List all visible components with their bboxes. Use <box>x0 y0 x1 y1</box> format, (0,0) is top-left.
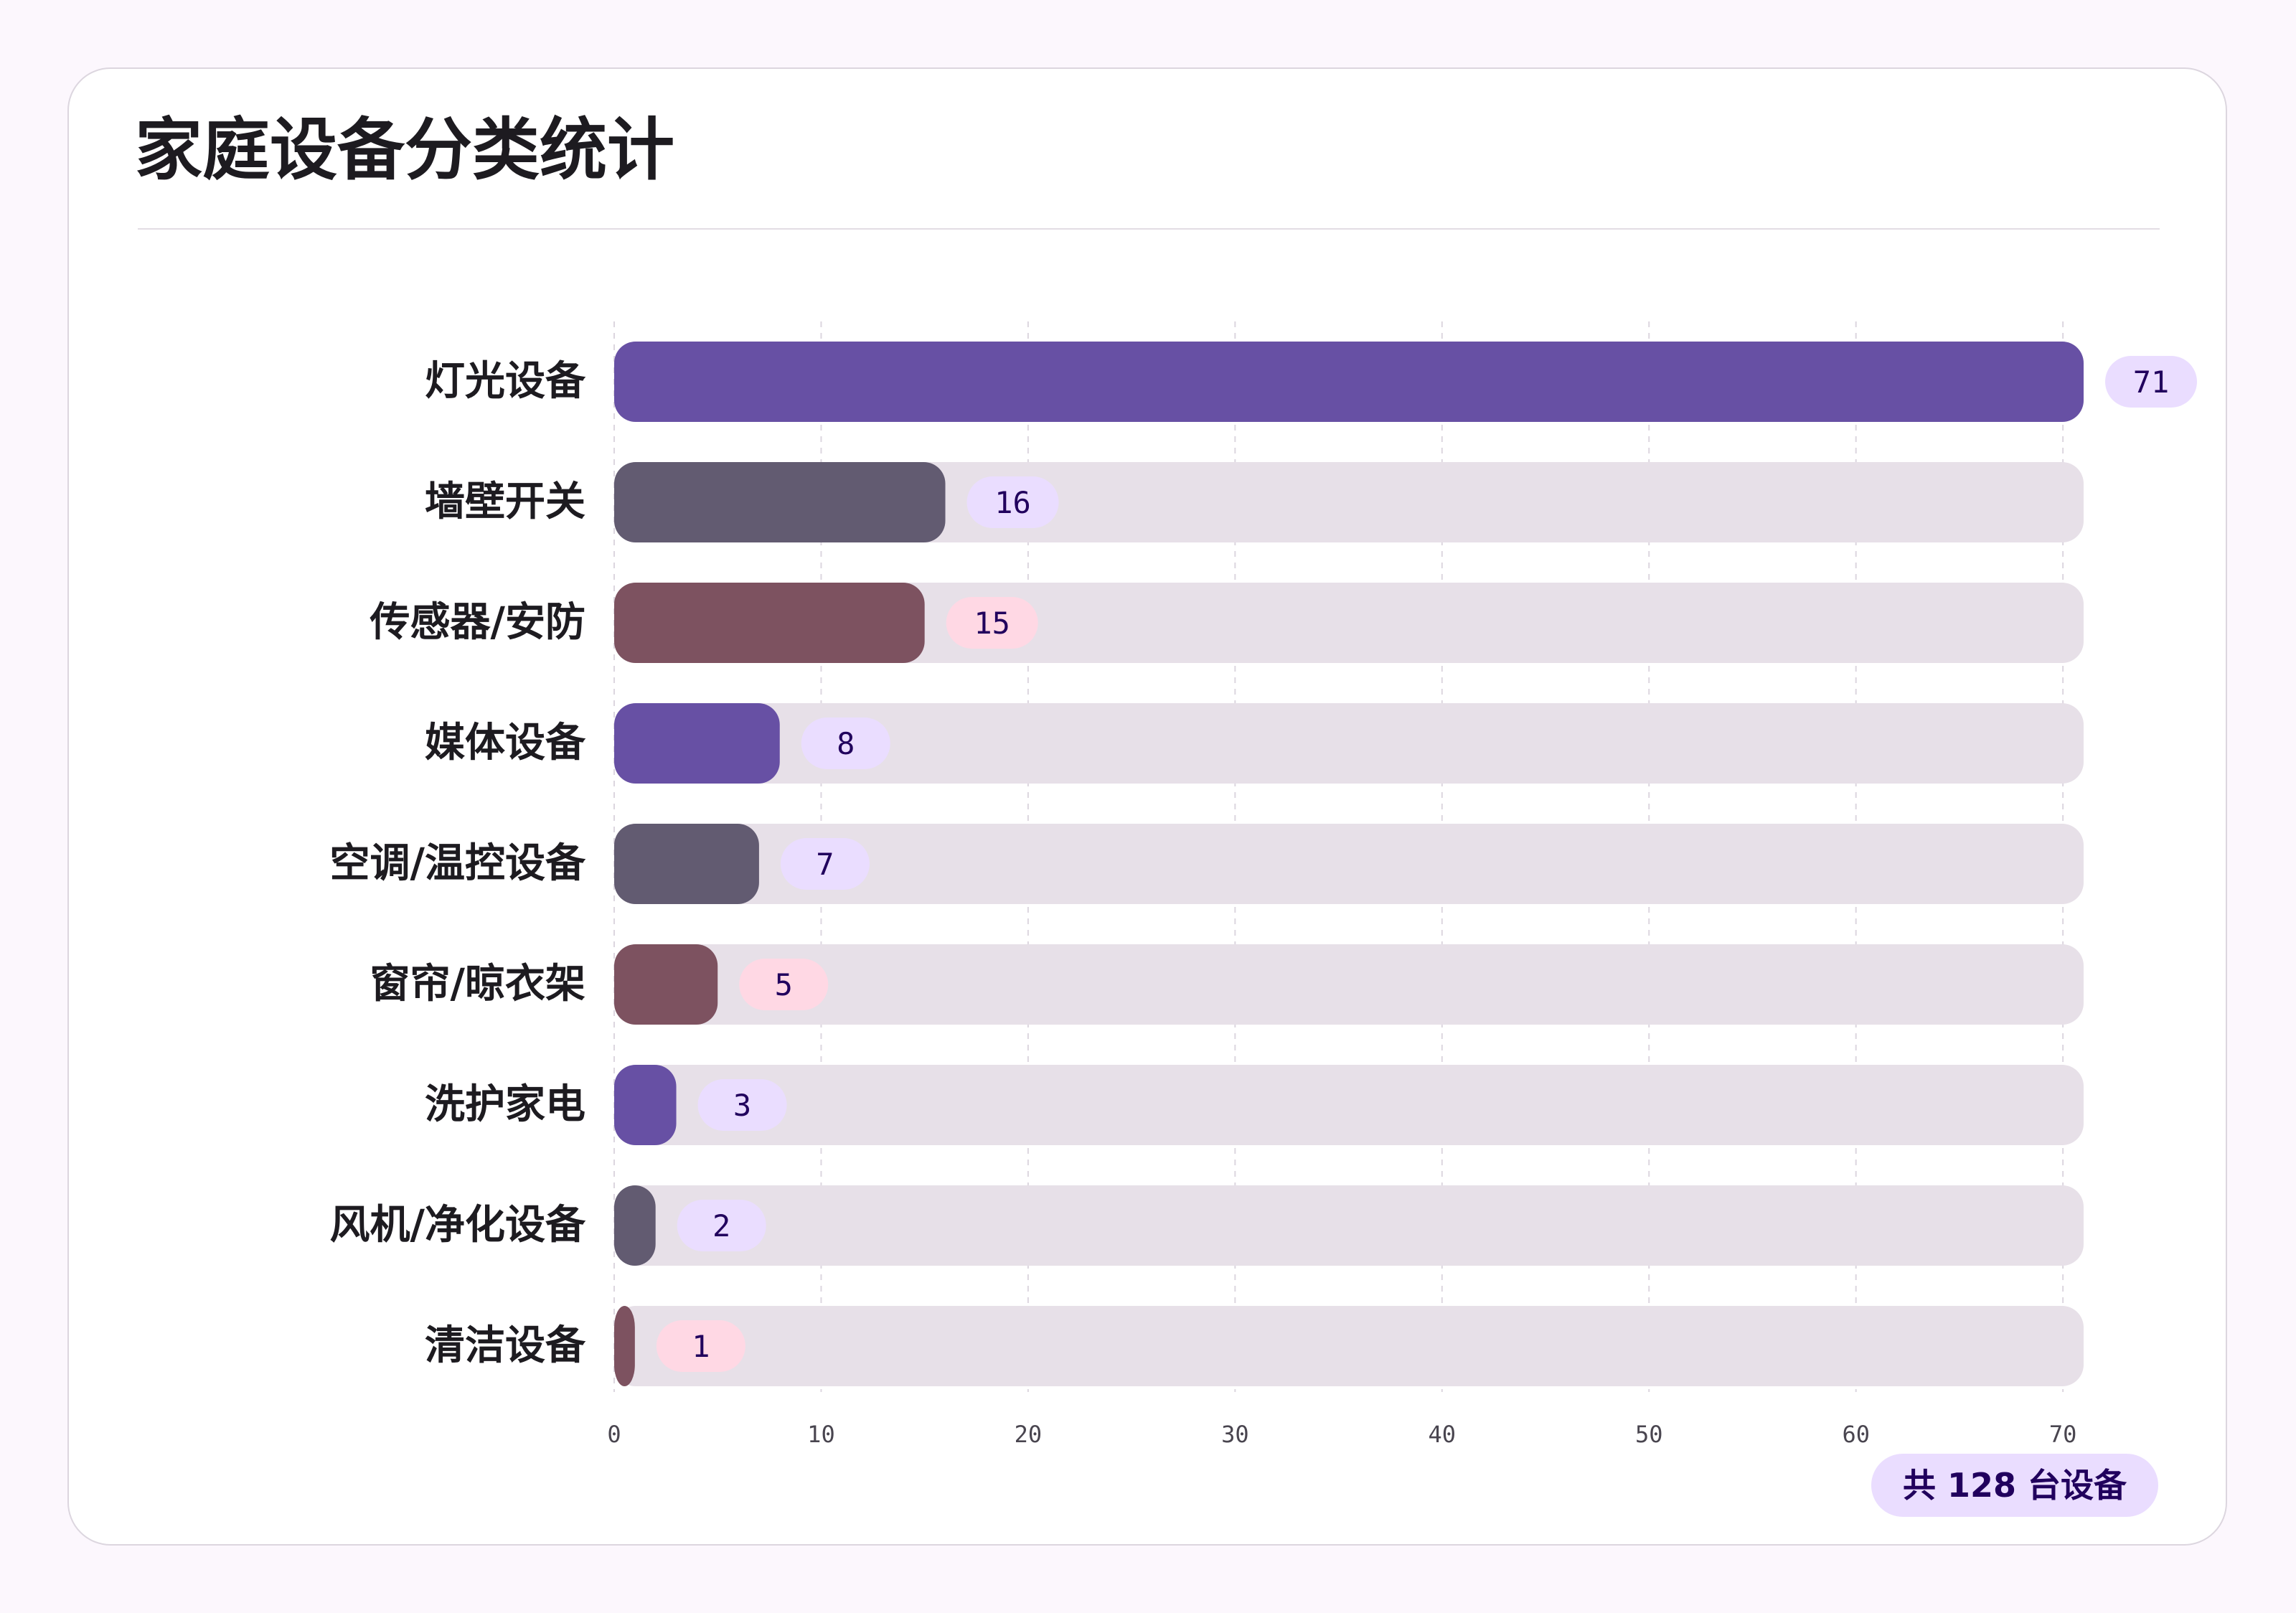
value-label: 2 <box>712 1208 730 1243</box>
category-label: 风机/净化设备 <box>330 1202 586 1248</box>
bar-track <box>614 1185 2084 1266</box>
x-tick-label: 40 <box>1429 1421 1457 1448</box>
category-label: 传感器/安防 <box>370 599 585 646</box>
value-badge <box>780 838 870 890</box>
value-label: 3 <box>733 1088 751 1123</box>
bar <box>614 944 718 1025</box>
value-badge <box>966 476 1059 528</box>
chart-title: 家庭设备分类统计 <box>135 111 675 189</box>
category-label: 灯光设备 <box>425 358 586 405</box>
x-tick-label: 60 <box>1842 1421 1870 1448</box>
bar-track <box>614 824 2084 904</box>
value-badge <box>677 1200 766 1251</box>
total-devices-badge: 共 128 台设备 <box>1871 1454 2158 1517</box>
category-label: 墙壁开关 <box>425 479 585 525</box>
x-tick-label: 50 <box>1635 1421 1663 1448</box>
value-badge <box>801 718 890 769</box>
x-tick-label: 0 <box>607 1421 621 1448</box>
value-badge <box>2105 356 2197 408</box>
bar-track <box>614 703 2084 784</box>
value-badge <box>697 1079 787 1131</box>
category-label: 清洁设备 <box>425 1322 586 1369</box>
x-tick-label: 20 <box>1015 1421 1043 1448</box>
x-tick-label: 10 <box>807 1421 835 1448</box>
x-tick-label: 30 <box>1221 1421 1249 1448</box>
bars <box>614 342 2084 1386</box>
category-label: 媒体设备 <box>425 720 586 766</box>
category-label: 窗帘/晾衣架 <box>370 961 585 1007</box>
bar <box>614 1306 635 1386</box>
chart-card <box>67 67 2227 1546</box>
value-badge <box>739 959 829 1010</box>
bar <box>614 583 925 663</box>
x-tick-label: 70 <box>2049 1421 2077 1448</box>
value-label: 5 <box>775 967 793 1002</box>
bar <box>614 824 759 904</box>
category-label: 洗护家电 <box>425 1081 585 1128</box>
category-label: 空调/温控设备 <box>330 840 586 887</box>
value-label: 8 <box>837 726 855 761</box>
value-label: 16 <box>994 485 1031 520</box>
value-label: 15 <box>974 606 1010 641</box>
bar <box>614 462 946 542</box>
title-divider <box>138 228 2160 230</box>
category-labels: 灯光设备墙壁开关传感器/安防媒体设备空调/温控设备窗帘/晾衣架洗护家电风机/净化… <box>330 358 586 1369</box>
bar <box>614 703 780 784</box>
value-label: 1 <box>692 1329 710 1364</box>
value-badges: 71 16 15 8 7 5 3 2 1 <box>656 356 2197 1372</box>
value-badge <box>946 597 1038 649</box>
bar-track <box>614 944 2084 1025</box>
value-badge <box>656 1320 745 1372</box>
bar-track <box>614 1065 2084 1145</box>
value-label: 7 <box>816 847 834 882</box>
x-axis-ticks: 0 10 20 30 40 50 60 70 <box>607 1421 2076 1448</box>
bar-tracks <box>614 342 2084 1386</box>
value-label: 71 <box>2133 365 2170 400</box>
bar <box>614 1185 656 1266</box>
bar-track <box>614 1306 2084 1386</box>
bar <box>614 342 2084 422</box>
bar <box>614 1065 677 1145</box>
